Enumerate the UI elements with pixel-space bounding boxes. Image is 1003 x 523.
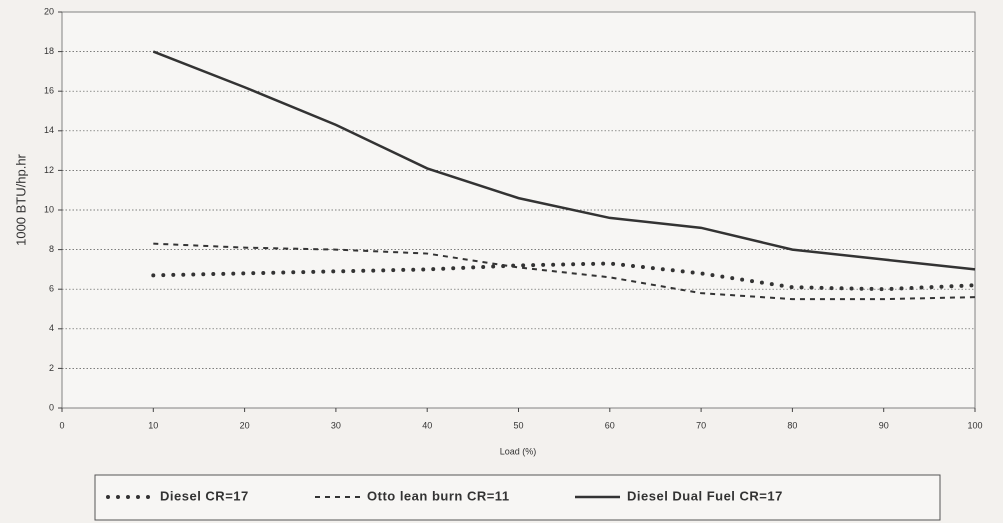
x-tick-label: 20 [240, 420, 250, 430]
legend-label: Diesel Dual Fuel CR=17 [627, 488, 783, 503]
x-tick-label: 90 [879, 420, 889, 430]
y-tick-label: 10 [44, 204, 54, 214]
y-tick-label: 16 [44, 86, 54, 96]
legend-label: Diesel CR=17 [160, 488, 249, 503]
x-tick-label: 70 [696, 420, 706, 430]
x-axis-title: Load (%) [500, 446, 537, 456]
y-tick-label: 8 [49, 244, 54, 254]
y-axis-title: 1000 BTU/hp.hr [13, 153, 28, 245]
x-tick-label: 0 [59, 420, 64, 430]
x-tick-label: 30 [331, 420, 341, 430]
series-line [153, 242, 976, 301]
y-tick-label: 4 [49, 323, 54, 333]
y-tick-label: 6 [49, 284, 54, 294]
y-tick-label: 0 [49, 402, 54, 412]
x-tick-label: 40 [422, 420, 432, 430]
y-tick-label: 18 [44, 46, 54, 56]
y-tick-label: 14 [44, 125, 54, 135]
legend-box [94, 474, 941, 521]
legend-label: Otto lean burn CR=11 [367, 488, 510, 503]
y-tick-label: 12 [44, 165, 54, 175]
x-tick-label: 10 [148, 420, 158, 430]
series-line [151, 261, 977, 292]
y-tick-label: 20 [44, 6, 54, 16]
y-tick-label: 2 [49, 363, 54, 373]
x-tick-label: 50 [513, 420, 523, 430]
x-tick-label: 60 [605, 420, 615, 430]
x-tick-label: 100 [967, 420, 982, 430]
x-tick-label: 80 [787, 420, 797, 430]
series-line [152, 50, 976, 271]
